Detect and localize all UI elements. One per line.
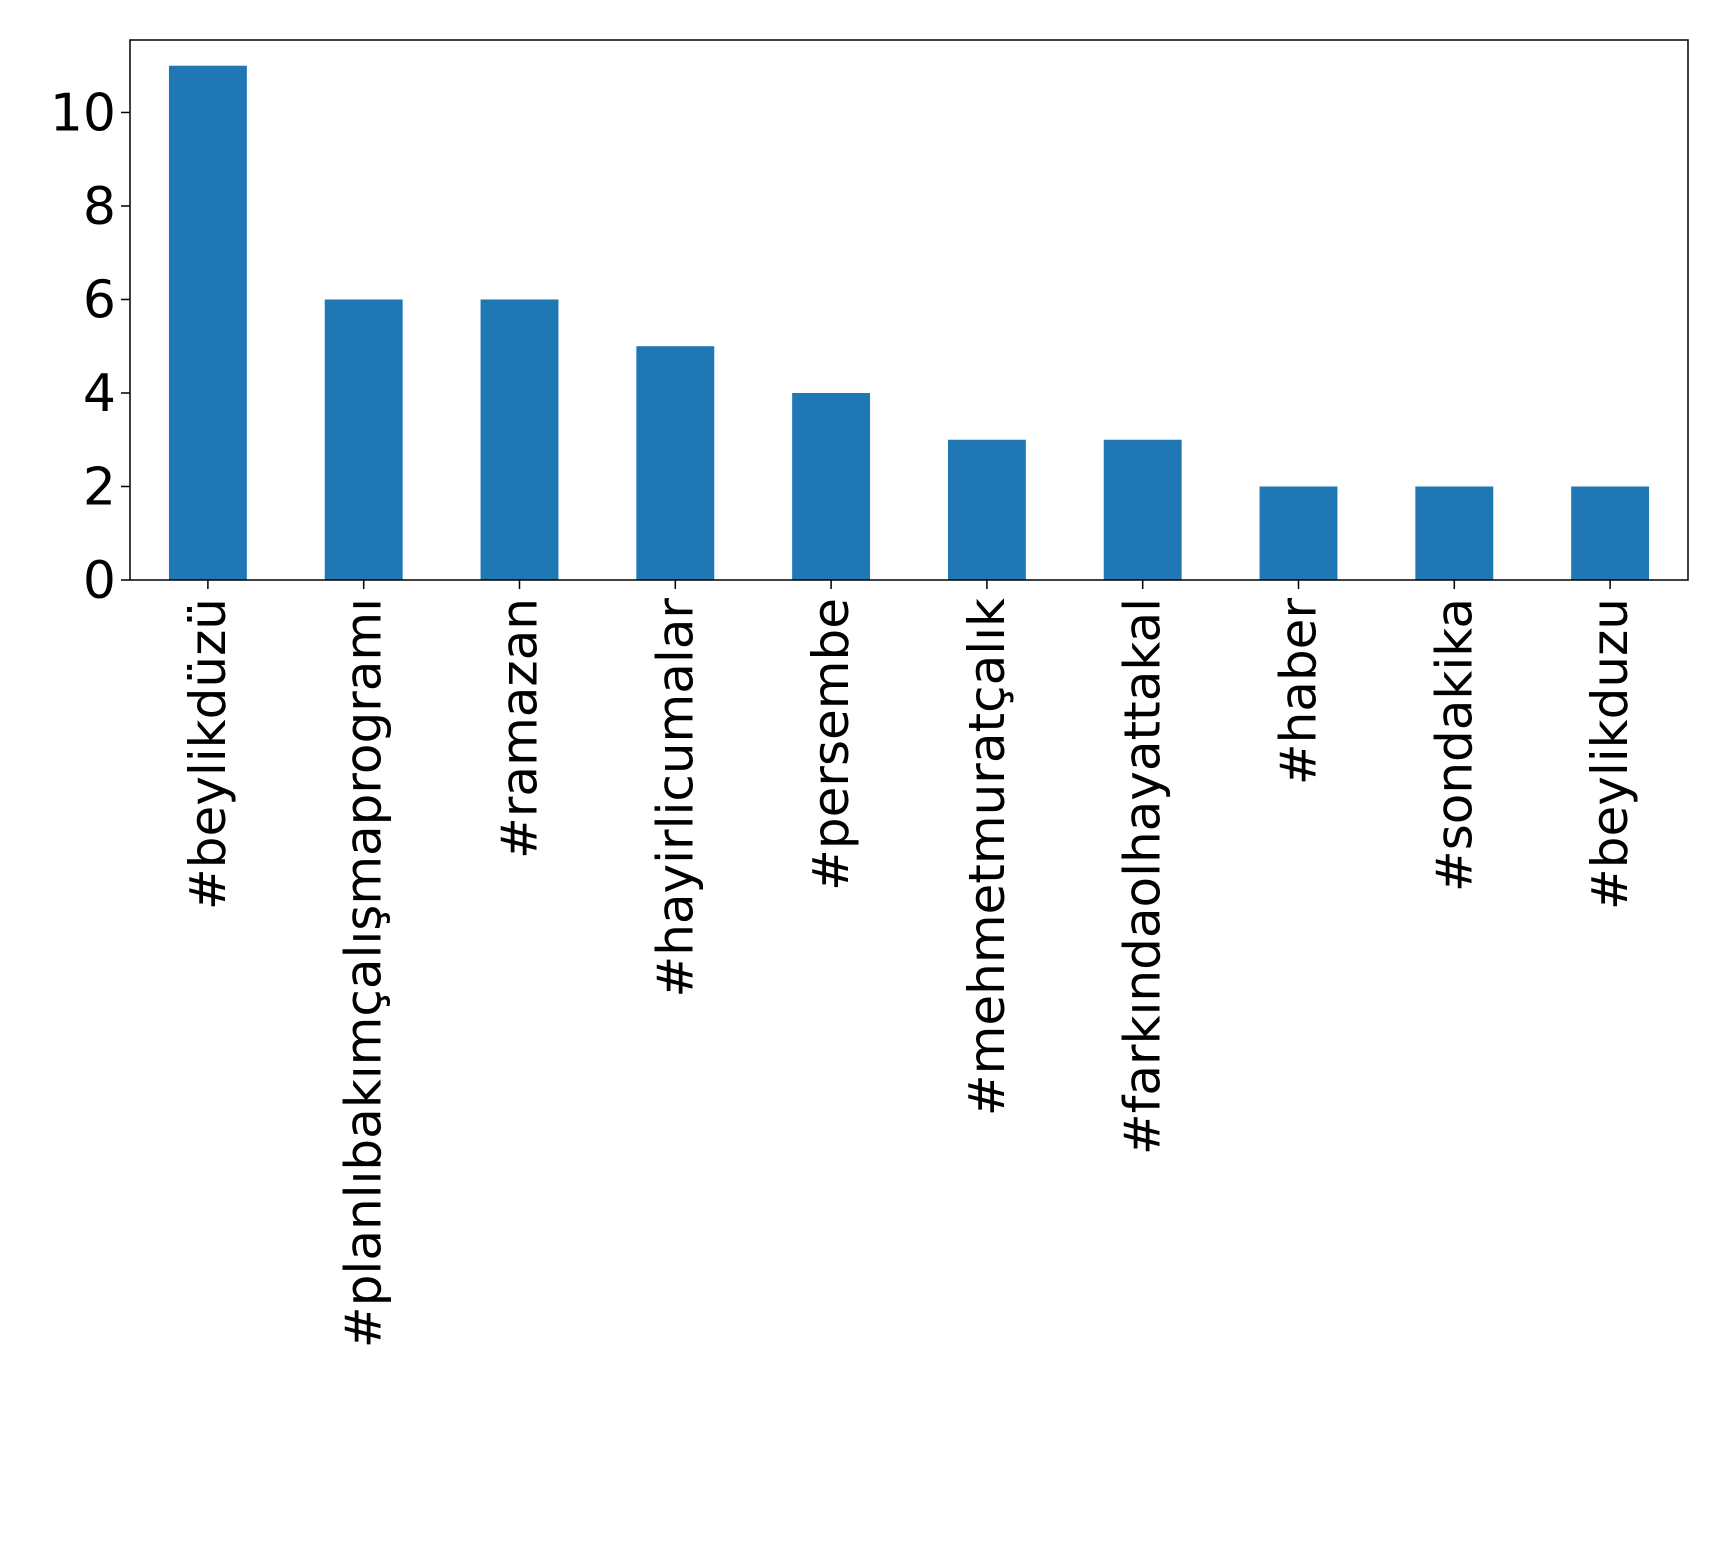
bar [792, 392, 871, 580]
plot-area-frame [129, 39, 1689, 581]
bar [947, 439, 1026, 580]
bar [1103, 439, 1182, 580]
bar [1571, 486, 1650, 580]
bar [1415, 486, 1494, 580]
y-tick-label: 2 [83, 457, 116, 517]
x-tick-label: #hayirlicumalar [646, 598, 704, 998]
x-tick-label: #farkındaolhayattakal [1114, 598, 1172, 1155]
bar [324, 299, 403, 580]
bars-group [168, 65, 1650, 580]
x-tick-label: #beylikdüzü [179, 598, 237, 910]
x-tick-label: #beylikduzu [1581, 598, 1639, 910]
y-axis-ticks: 0 2 4 6 8 10 [50, 83, 130, 611]
y-tick-label: 6 [83, 270, 116, 330]
bar [1259, 486, 1338, 580]
y-tick-label: 4 [83, 364, 116, 424]
x-tick-label: #planlıbakımçalışmaprogramı [335, 598, 393, 1348]
y-tick-label: 8 [83, 177, 116, 237]
x-axis-ticks: #beylikdüzü #planlıbakımçalışmaprogramı #r… [179, 580, 1639, 1348]
bar [636, 346, 715, 580]
x-tick-label: #persembe [802, 598, 860, 891]
bar [480, 299, 559, 580]
bar [168, 65, 247, 580]
x-tick-label: #sondakika [1425, 598, 1483, 892]
y-tick-label: 10 [50, 83, 116, 143]
x-tick-label: #mehmetmuratçalık [958, 598, 1016, 1116]
x-tick-label: #haber [1270, 598, 1328, 786]
x-tick-label: #ramazan [491, 598, 549, 859]
y-tick-label: 0 [83, 551, 116, 611]
